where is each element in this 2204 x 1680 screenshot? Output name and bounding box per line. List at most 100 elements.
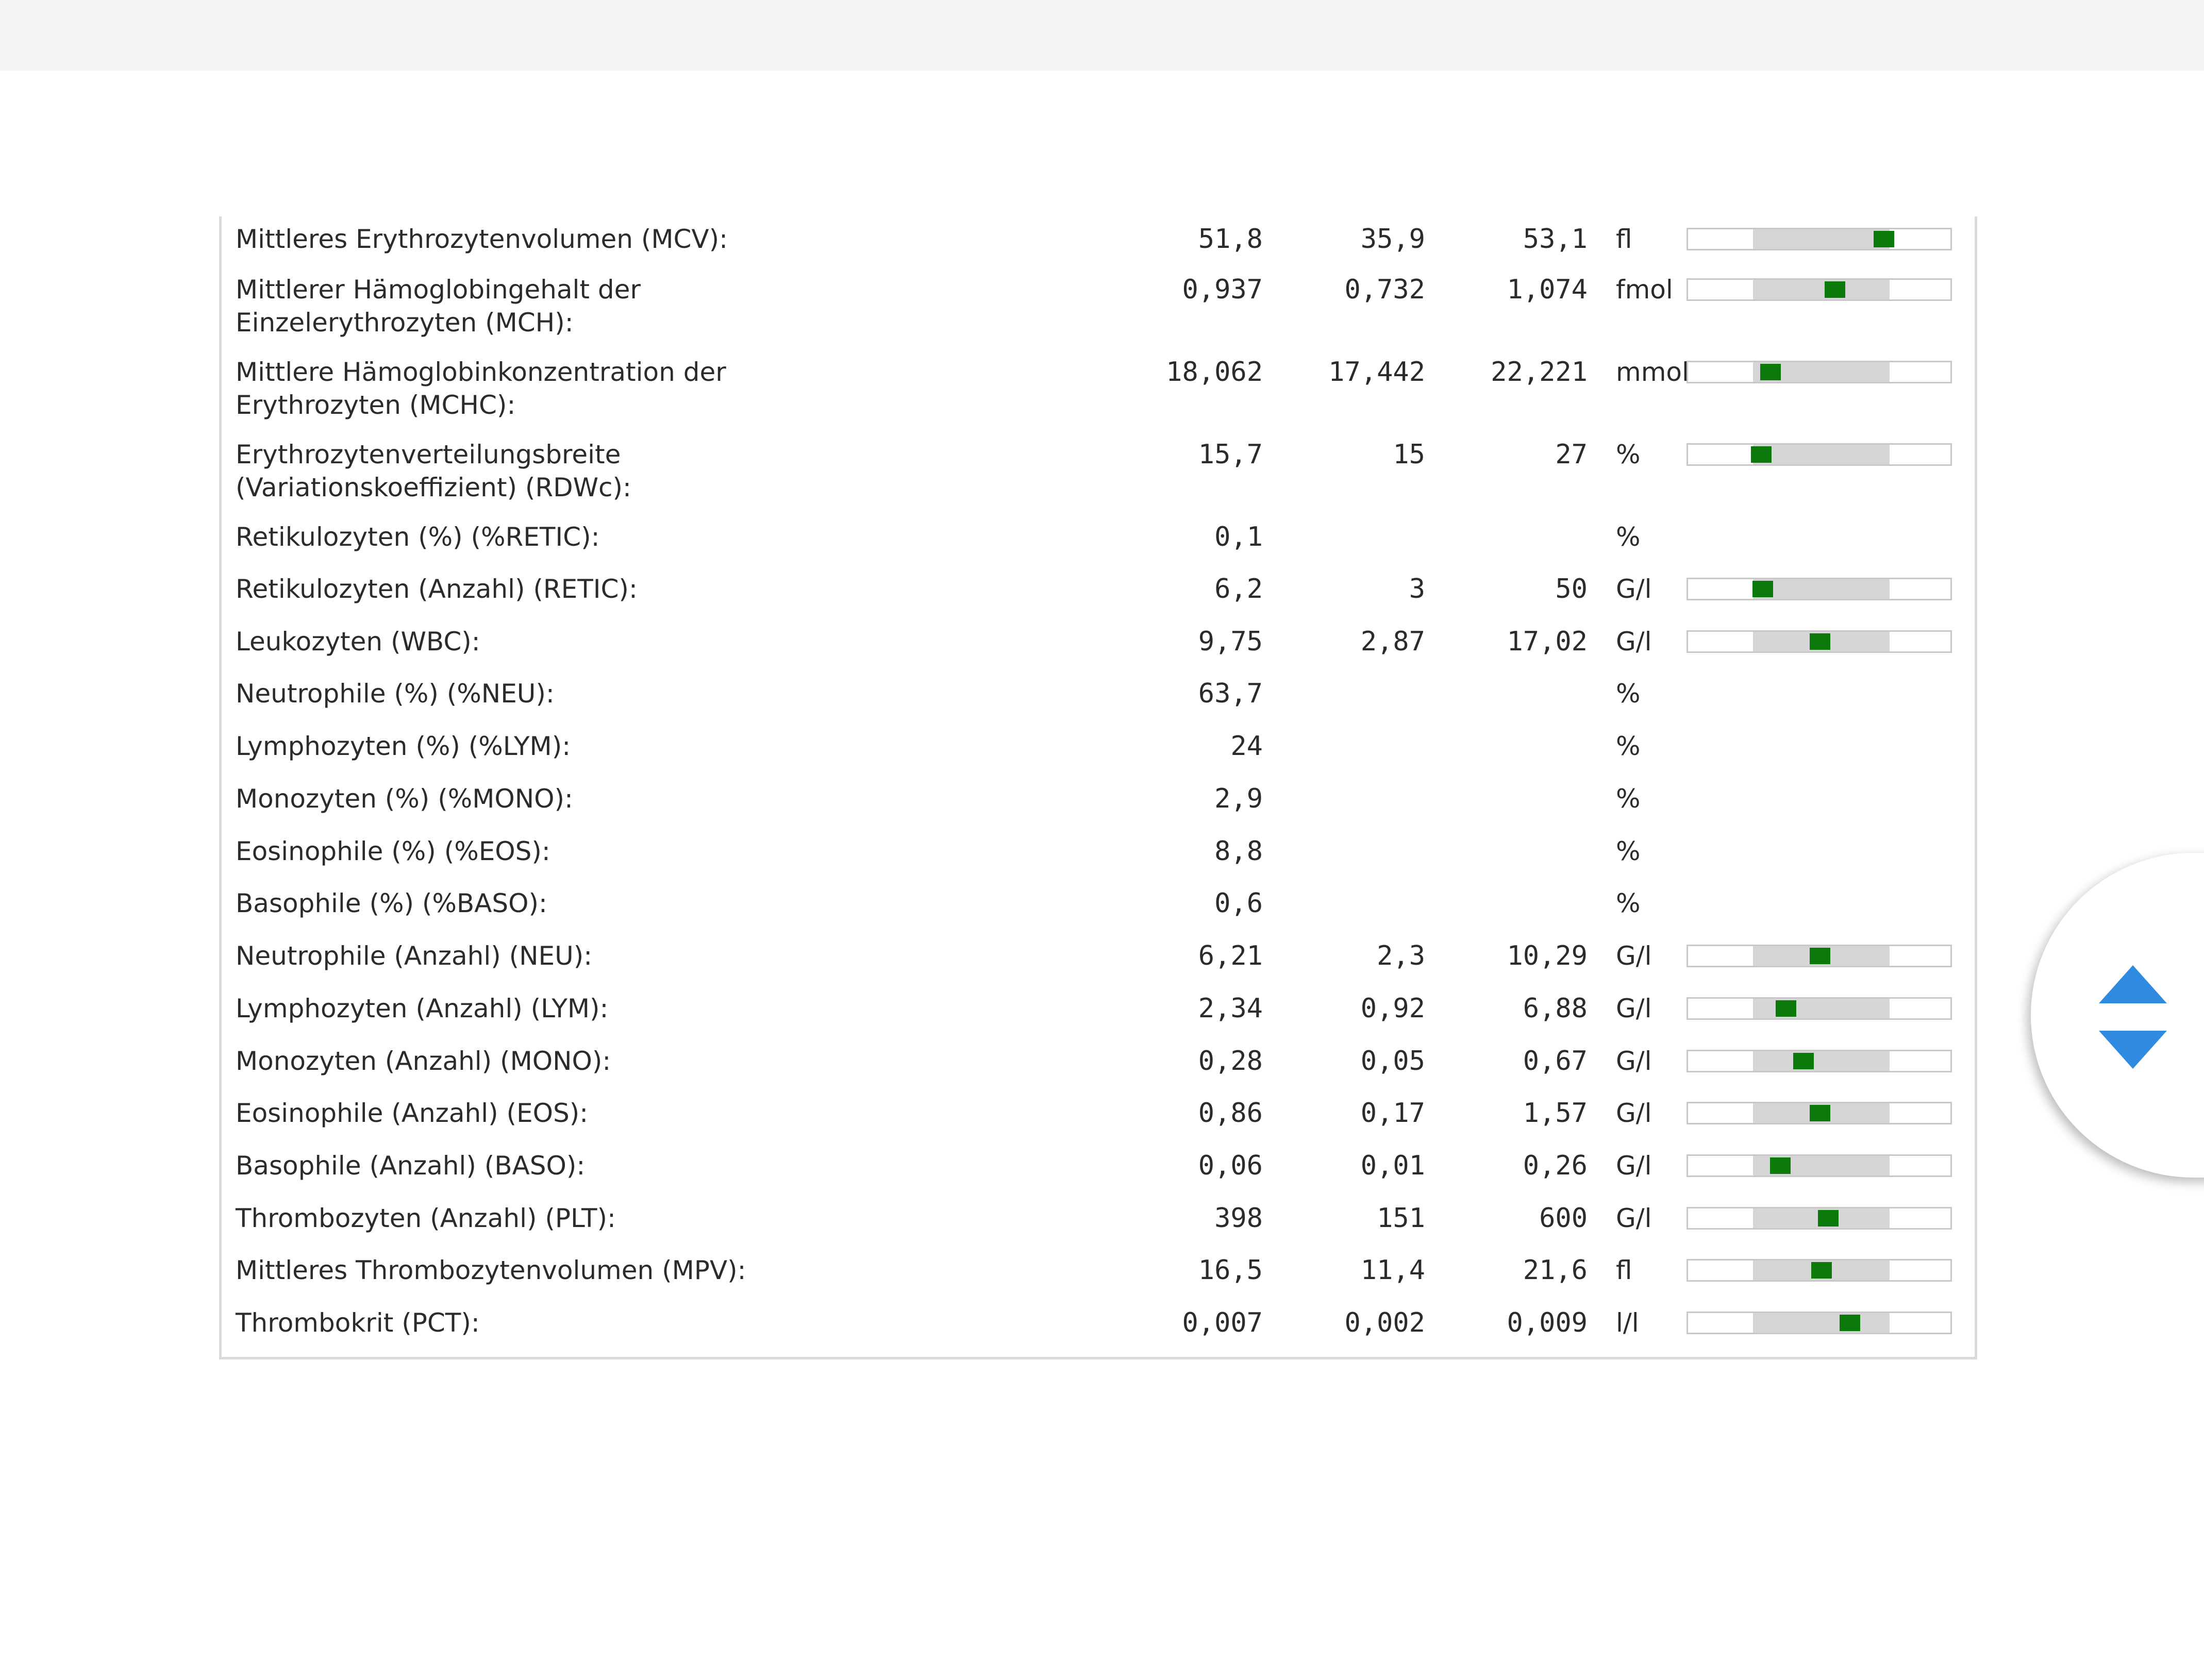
reference-range-zone [1753, 229, 1890, 249]
result-value: 9,75 [1198, 626, 1263, 657]
result-value: 6,21 [1198, 940, 1263, 971]
reference-high: 22,221 [1491, 357, 1588, 388]
result-value: 0,1 [1214, 522, 1263, 552]
unit-label: G/l [1616, 994, 1652, 1023]
row-label: Monozyten (%) (%MONO): [236, 784, 573, 814]
row-label: Basophile (Anzahl) (BASO): [236, 1151, 586, 1181]
row-label: Monozyten (Anzahl) (MONO): [236, 1046, 611, 1076]
result-value: 24 [1230, 731, 1263, 762]
result-value: 2,9 [1214, 783, 1263, 814]
reference-high: 50 [1555, 574, 1588, 604]
unit-label: fl [1616, 224, 1632, 254]
row-label: Eosinophile (%) (%EOS): [236, 836, 550, 866]
result-value: 6,2 [1214, 574, 1263, 604]
reference-low: 0,05 [1360, 1046, 1425, 1077]
result-marker [1770, 1157, 1791, 1174]
reference-high: 0,009 [1507, 1307, 1588, 1338]
unit-label: % [1616, 522, 1641, 552]
unit-label: % [1616, 731, 1641, 761]
result-value: 0,937 [1182, 274, 1263, 305]
reference-range-zone [1753, 999, 1890, 1018]
result-marker [1809, 948, 1830, 964]
reference-range-bar [1687, 1312, 1952, 1334]
reference-low: 11,4 [1360, 1255, 1425, 1286]
reference-range-bar [1687, 361, 1952, 383]
scroll-up-icon[interactable] [2099, 965, 2167, 1003]
result-value: 15,7 [1198, 439, 1263, 470]
reference-range-bar [1687, 1102, 1952, 1124]
result-marker [1793, 1053, 1814, 1069]
reference-range-bar [1687, 997, 1952, 1020]
reference-low: 151 [1377, 1203, 1425, 1234]
lab-results-table: Mittleres Erythrozytenvolumen (MCV): 51,8… [219, 216, 1977, 1359]
result-value: 63,7 [1198, 678, 1263, 709]
reference-high: 600 [1539, 1203, 1588, 1234]
result-value: 0,6 [1214, 888, 1263, 919]
result-marker [1809, 1105, 1830, 1121]
reference-range-bar [1687, 443, 1952, 466]
reference-range-bar [1687, 1207, 1952, 1230]
result-marker [1760, 364, 1781, 380]
reference-range-zone [1753, 1313, 1890, 1333]
result-marker [1811, 1262, 1832, 1279]
reference-low: 3 [1409, 574, 1425, 604]
reference-low: 0,92 [1360, 993, 1425, 1024]
reference-range-zone [1753, 579, 1890, 599]
reference-low: 15 [1393, 439, 1425, 470]
result-value: 16,5 [1198, 1255, 1263, 1286]
reference-range-bar [1687, 1050, 1952, 1072]
unit-label: % [1616, 888, 1641, 918]
result-marker [1825, 281, 1845, 298]
reference-range-bar [1687, 945, 1952, 967]
row-label: Basophile (%) (%BASO): [236, 888, 547, 918]
result-value: 398 [1214, 1203, 1263, 1234]
result-value: 51,8 [1198, 224, 1263, 255]
row-label: Mittleres Erythrozytenvolumen (MCV): [236, 224, 728, 254]
reference-high: 1,57 [1523, 1098, 1588, 1129]
reference-high: 10,29 [1507, 940, 1588, 971]
row-label: Lymphozyten (%) (%LYM): [236, 731, 571, 761]
unit-label: % [1616, 784, 1641, 814]
row-label: Eosinophile (Anzahl) (EOS): [236, 1098, 589, 1128]
unit-label: fmol [1616, 275, 1673, 305]
reference-range-bar [1687, 578, 1952, 600]
row-label: Mittlere Hämoglobinkonzentration der Ery… [236, 357, 726, 420]
result-marker [1874, 231, 1895, 247]
scroll-control[interactable] [2031, 853, 2204, 1178]
result-value: 0,06 [1198, 1150, 1263, 1181]
reference-high: 53,1 [1523, 224, 1588, 255]
reference-high: 1,074 [1507, 274, 1588, 305]
reference-range-bar [1687, 1154, 1952, 1177]
reference-high: 21,6 [1523, 1255, 1588, 1286]
unit-label: G/l [1616, 574, 1652, 604]
result-value: 8,8 [1214, 836, 1263, 867]
result-value: 0,86 [1198, 1098, 1263, 1129]
row-label: Lymphozyten (Anzahl) (LYM): [236, 994, 609, 1023]
result-value: 18,062 [1166, 357, 1263, 388]
row-label: Thrombokrit (PCT): [236, 1308, 480, 1338]
row-label: Neutrophile (Anzahl) (NEU): [236, 941, 593, 971]
result-value: 0,007 [1182, 1307, 1263, 1338]
row-label: Thrombozyten (Anzahl) (PLT): [236, 1203, 616, 1233]
row-label: Retikulozyten (%) (%RETIC): [236, 522, 600, 552]
row-label: Leukozyten (WBC): [236, 627, 480, 657]
unit-label: % [1616, 440, 1641, 469]
reference-low: 2,3 [1377, 940, 1425, 971]
result-marker [1817, 1210, 1839, 1227]
reference-high: 0,26 [1523, 1150, 1588, 1181]
reference-range-zone [1753, 280, 1890, 299]
reference-range-bar [1687, 630, 1952, 653]
result-marker [1809, 633, 1830, 650]
top-bar [0, 0, 2204, 71]
reference-high: 17,02 [1507, 626, 1588, 657]
reference-low: 0,002 [1344, 1307, 1425, 1338]
result-value: 0,28 [1198, 1046, 1263, 1077]
result-marker [1752, 581, 1773, 597]
reference-low: 2,87 [1360, 626, 1425, 657]
reference-low: 35,9 [1360, 224, 1425, 255]
unit-label: G/l [1616, 627, 1652, 657]
reference-range-bar [1687, 228, 1952, 250]
unit-label: G/l [1616, 1203, 1652, 1233]
unit-label: fl [1616, 1255, 1632, 1285]
scroll-down-icon[interactable] [2099, 1031, 2167, 1069]
